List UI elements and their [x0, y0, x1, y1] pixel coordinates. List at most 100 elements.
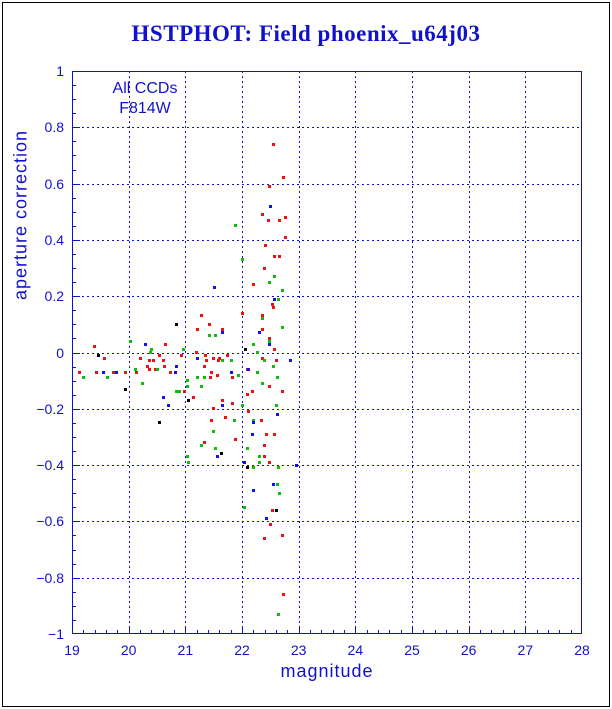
data-point-green [240, 404, 244, 408]
data-point-blue [229, 370, 233, 374]
data-point-green [202, 376, 206, 380]
data-point-green [252, 466, 256, 470]
data-point-green [232, 418, 236, 422]
data-point-red [267, 184, 271, 188]
data-point-red [163, 365, 167, 369]
y-tick-label: −0.6 [36, 513, 64, 530]
data-point-green [275, 376, 279, 380]
gridline-horizontal [72, 465, 582, 467]
data-point-green [128, 339, 132, 343]
data-point-blue [251, 432, 255, 436]
data-point-red [210, 370, 214, 374]
data-point-red [139, 356, 143, 360]
data-point-red [282, 593, 286, 597]
data-point-green [236, 373, 240, 377]
data-point-red [211, 356, 215, 360]
x-minor-tick [389, 630, 391, 634]
x-tick-label: 25 [404, 642, 420, 658]
data-point-red [207, 322, 211, 326]
data-point-black [96, 353, 100, 357]
x-minor-tick [378, 630, 379, 634]
data-point-red [247, 410, 251, 414]
data-point-red [267, 336, 271, 340]
data-point-green [256, 370, 260, 374]
data-point-blue [144, 342, 148, 346]
data-point-green [200, 443, 204, 447]
data-point-red [262, 536, 266, 540]
data-point-green [252, 342, 256, 346]
x-minor-tick [230, 630, 232, 634]
y-minor-tick [72, 253, 76, 255]
data-point-green [275, 483, 279, 487]
x-minor-tick [140, 630, 141, 634]
data-point-green [211, 429, 215, 433]
data-point-black [245, 466, 249, 470]
data-point-blue [115, 370, 119, 374]
data-point-green [150, 348, 154, 352]
y-major-tick [72, 239, 80, 241]
y-minor-tick [72, 619, 76, 621]
x-minor-tick [94, 630, 96, 634]
data-point-green [82, 376, 86, 380]
data-point-green [214, 334, 218, 338]
x-major-tick [525, 626, 527, 634]
data-point-red [283, 235, 287, 239]
data-point-blue [289, 359, 293, 363]
data-point-red [209, 376, 213, 380]
data-point-blue [252, 488, 256, 492]
data-point-red [203, 353, 207, 357]
data-point-red [264, 244, 268, 248]
data-point-blue [162, 396, 166, 400]
data-point-red [112, 370, 116, 374]
x-tick-label: 22 [234, 642, 250, 658]
x-minor-tick [276, 630, 277, 634]
data-point-green [261, 317, 265, 321]
x-minor-tick [253, 630, 255, 634]
data-point-black [274, 508, 278, 512]
x-minor-tick [559, 630, 561, 634]
x-major-tick [242, 626, 243, 634]
data-point-blue [213, 286, 217, 290]
data-point-green [177, 390, 181, 394]
data-point-blue [221, 404, 225, 408]
data-point-green [257, 455, 261, 459]
data-point-red [226, 353, 230, 357]
x-minor-tick [332, 630, 334, 634]
data-point-green [155, 367, 159, 371]
data-point-red [164, 342, 167, 346]
data-point-green [268, 280, 272, 284]
x-tick-label: 20 [120, 642, 137, 658]
y-minor-tick [72, 451, 76, 453]
annotation-line-all-ccds: All CCDs [112, 80, 178, 97]
data-point-green [242, 505, 246, 509]
data-point-red [134, 370, 138, 374]
x-minor-tick [174, 630, 175, 634]
data-point-green [200, 384, 204, 388]
x-minor-tick [321, 630, 323, 634]
data-point-red [261, 213, 265, 217]
data-point-red [191, 396, 195, 400]
y-minor-tick [72, 493, 76, 495]
data-point-red [245, 393, 249, 397]
data-point-red [267, 384, 271, 388]
y-minor-tick [72, 436, 76, 438]
data-point-red [231, 401, 235, 405]
y-minor-tick [72, 535, 76, 537]
x-tick-label: 26 [460, 642, 477, 658]
x-tick-label: 21 [177, 642, 194, 658]
data-point-green [196, 376, 200, 380]
gridline-horizontal [72, 577, 582, 579]
data-point-green [276, 297, 280, 301]
data-point-red [205, 359, 209, 363]
data-point-green [175, 390, 179, 394]
y-major-tick [72, 352, 80, 354]
data-point-red [231, 376, 235, 380]
y-minor-tick [72, 338, 76, 340]
data-point-red [183, 390, 187, 394]
x-minor-tick [219, 630, 221, 634]
data-point-green [281, 289, 285, 293]
y-minor-tick [72, 197, 76, 199]
y-minor-tick [72, 211, 76, 213]
data-point-green [276, 466, 280, 470]
